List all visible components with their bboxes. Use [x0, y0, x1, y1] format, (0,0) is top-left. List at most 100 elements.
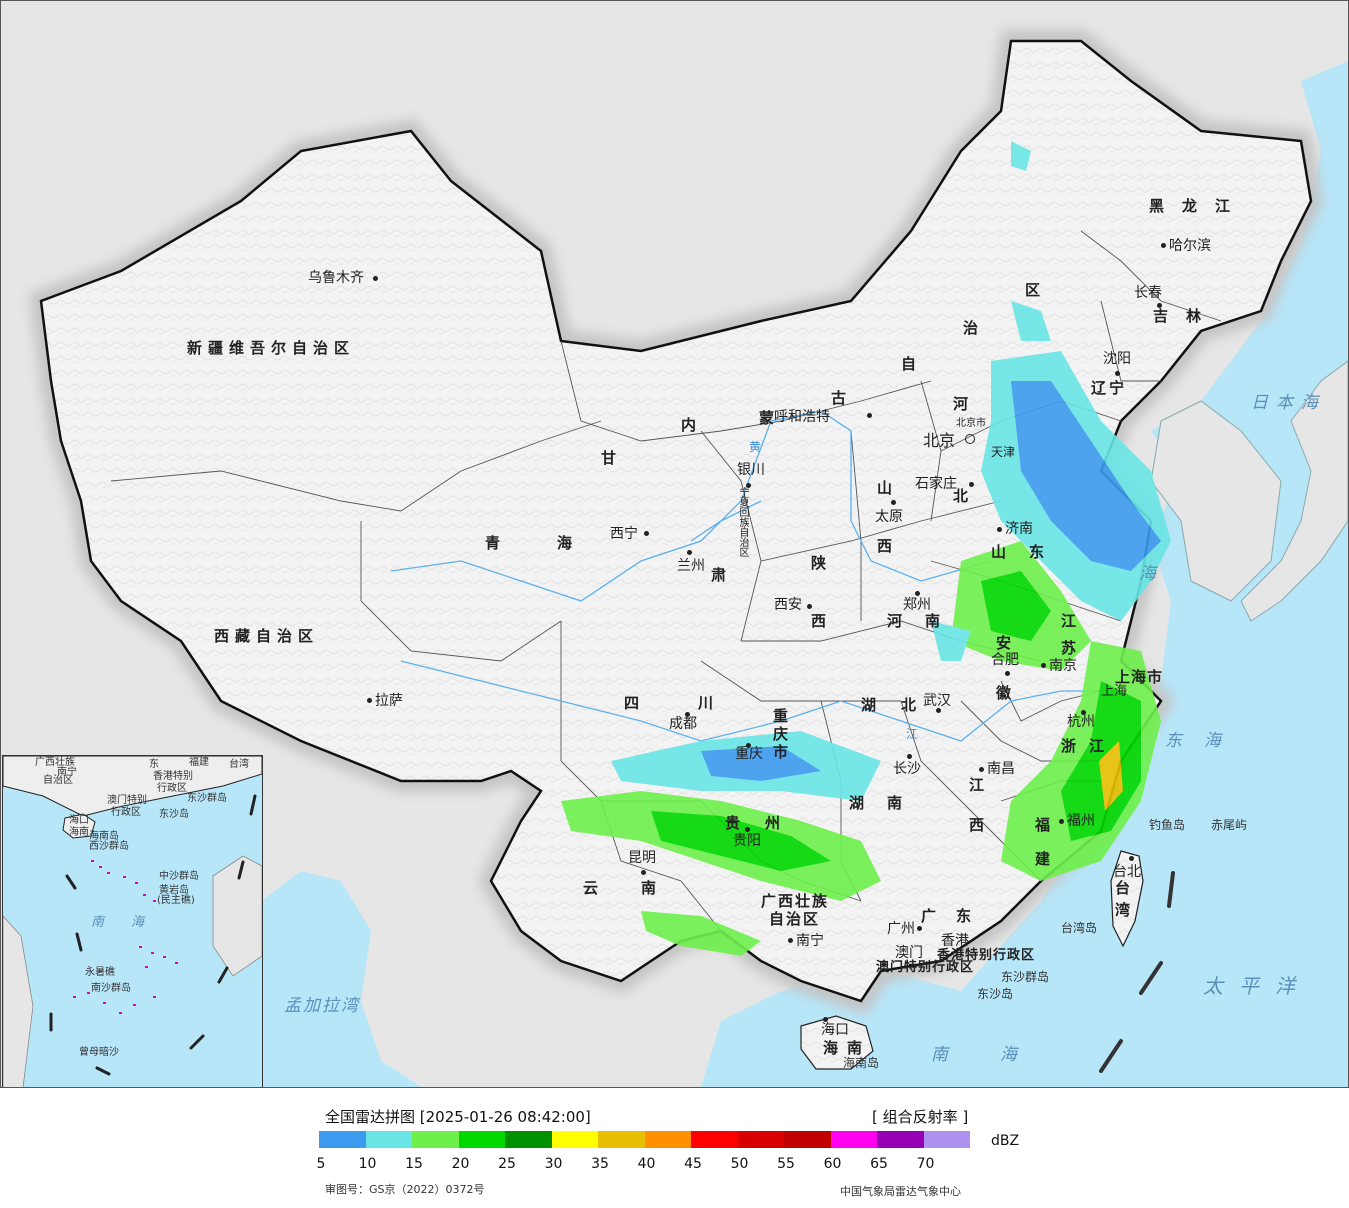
colorbar-tick-label: 50 — [730, 1156, 749, 1172]
province-hainan-2: 南 — [847, 1039, 863, 1057]
province-guangdong-2: 东 — [956, 907, 972, 925]
city-marker — [917, 926, 922, 931]
colorbar-tick-label: 5 — [316, 1156, 326, 1172]
province-guangxi-2: 自治区 — [769, 910, 821, 928]
city-marker — [1161, 243, 1166, 248]
city-marker — [1115, 371, 1120, 376]
colorbar-swatch — [877, 1131, 924, 1148]
legend-unit: dBZ — [991, 1133, 1020, 1149]
colorbar-swatch — [691, 1131, 738, 1148]
city-fuzhou: 福州 — [1067, 813, 1095, 829]
colorbar-tick-label: 40 — [637, 1156, 656, 1172]
colorbar-swatch — [319, 1131, 366, 1148]
city-marker — [687, 550, 692, 555]
city-marker — [807, 604, 812, 609]
city-marker — [1059, 819, 1064, 824]
city-marker — [788, 938, 793, 943]
city-marker — [997, 527, 1002, 532]
province-henan-1: 河 — [887, 612, 903, 630]
ocean-bay-bengal — [261, 871, 421, 1087]
colorbar-tick-label: 65 — [870, 1156, 888, 1172]
city-marker — [367, 698, 372, 703]
city-nanning: 南宁 — [796, 933, 824, 949]
colorbar-swatch — [830, 1131, 877, 1148]
sea-taipingyang: 太平洋 — [1203, 974, 1311, 998]
province-neimeng-6: 区 — [1025, 281, 1041, 299]
province-jiangxi-2: 西 — [969, 816, 985, 834]
japan-land — [1240, 360, 1348, 622]
province-guangxi-1: 广西壮族 — [761, 892, 830, 910]
city-lhasa: 拉萨 — [375, 693, 403, 709]
sea-huanghai: 海 — [1139, 564, 1164, 584]
province-shandong-2: 东 — [1029, 543, 1045, 561]
city-marker — [891, 500, 896, 505]
province-neimeng-4: 自 — [901, 355, 917, 373]
colorbar — [319, 1131, 970, 1148]
ocean-east — [701, 1, 1348, 1087]
province-neimeng-2: 蒙 — [759, 409, 775, 427]
province-ningxia: 宁夏回族自治区 — [737, 487, 748, 557]
inset-label-fujian: 福建 — [189, 757, 209, 768]
province-hunan-2: 南 — [887, 794, 903, 812]
province-henan-2: 南 — [925, 612, 941, 630]
city-wuhan: 武汉 — [923, 693, 951, 709]
city-marker — [745, 827, 750, 832]
city-marker — [1081, 710, 1086, 715]
city-tianjin: 天津 — [991, 445, 1016, 459]
province-hunan-1: 湖 — [849, 794, 865, 812]
province-shaanxi-1: 陕 — [811, 554, 827, 572]
island-chiwei: 赤尾屿 — [1211, 818, 1248, 832]
city-taiyuan: 太原 — [875, 509, 903, 525]
province-gansu-1: 甘 — [601, 449, 617, 467]
inset-label-guangxi: 广西壮族 — [35, 757, 75, 768]
inset-label-zengmu: 曾母暗沙 — [79, 1047, 119, 1058]
province-heilongjiang: 黑龙江 — [1149, 197, 1249, 215]
river-label-jiang: 江 — [906, 727, 919, 741]
colorbar-swatch — [598, 1131, 645, 1148]
city-marker — [1129, 856, 1134, 861]
colorbar-tick-label: 45 — [684, 1156, 702, 1172]
province-liaoning-1: 辽 — [1091, 379, 1107, 397]
inset-label-zizhiqu: 自治区 — [43, 775, 73, 786]
province-shanxi-1: 山 — [877, 479, 893, 497]
colorbar-swatch — [412, 1131, 459, 1148]
province-guizhou-2: 州 — [765, 814, 781, 832]
province-qinghai-1: 青 — [485, 534, 501, 552]
city-yinchuan: 银川 — [737, 462, 765, 478]
city-hangzhou: 杭州 — [1067, 714, 1095, 730]
city-chongqing: 重庆 — [735, 746, 763, 762]
city-urumqi: 乌鲁木齐 — [308, 270, 364, 286]
province-chongqing-1: 重 — [773, 707, 789, 725]
city-guiyang: 贵阳 — [733, 833, 761, 849]
city-marker — [936, 708, 941, 713]
city-harbin: 哈尔滨 — [1169, 238, 1211, 254]
city-chengdu: 成都 — [669, 716, 697, 732]
inset-label-dongsha-group: 东沙群岛 — [187, 793, 227, 804]
province-hebei-2: 北 — [953, 487, 969, 505]
taiwan-land — [1110, 850, 1144, 948]
province-fujian-1: 福 — [1035, 816, 1051, 834]
capital-marker-icon — [965, 434, 975, 444]
inset-label-macau2: 行政区 — [111, 807, 141, 818]
city-marker — [915, 591, 920, 596]
sea-donghai: 东海 — [1165, 731, 1243, 751]
city-shanghai: 上海 — [1101, 684, 1128, 699]
region-macau: 澳门特别行政区 — [876, 960, 975, 975]
city-jinan: 济南 — [1005, 521, 1033, 537]
sea-riben: 日本海 — [1251, 393, 1326, 413]
city-beijing: 北京 — [923, 431, 956, 450]
province-zhejiang-1: 浙 — [1061, 737, 1077, 755]
inset-label-nanhai-1: 南 — [91, 915, 105, 930]
province-chongqing-2: 庆 — [773, 725, 789, 743]
city-marker — [979, 767, 984, 772]
legend-title: 全国雷达拼图 [2025-01-26 08:42:00] — [325, 1108, 591, 1126]
city-changchun: 长春 — [1134, 285, 1162, 301]
inset-label-nanning: 南宁 — [57, 767, 77, 778]
province-guangdong-1: 广 — [921, 907, 937, 925]
inset-label-dongsha: 东沙岛 — [159, 809, 189, 820]
city-marker — [823, 1017, 828, 1022]
province-sichuan-1: 四 — [624, 694, 640, 712]
inset-label-nansha: 南沙群岛 — [91, 983, 131, 994]
inset-label-huangyan: 黄岩岛 — [159, 885, 189, 896]
colorbar-tick-label: 35 — [591, 1156, 609, 1172]
